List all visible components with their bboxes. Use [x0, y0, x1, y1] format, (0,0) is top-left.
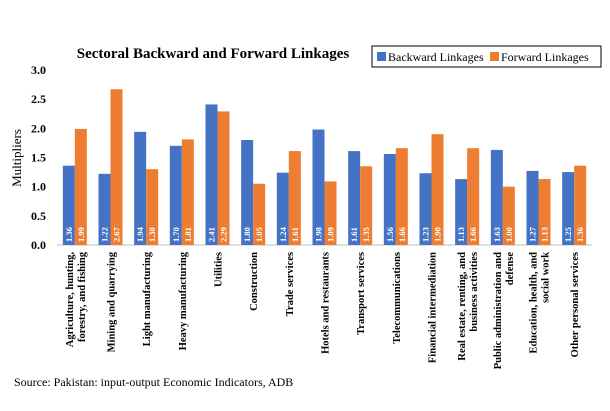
category-label: Other personal services: [570, 252, 581, 357]
category-label: Trade services: [285, 252, 296, 316]
data-label: 1.61: [290, 227, 300, 242]
bar-forward: [502, 186, 515, 245]
bar-backward: [455, 179, 468, 245]
bar-backward: [62, 165, 75, 245]
legend-box: [371, 45, 602, 68]
bar-backward: [134, 131, 147, 245]
bar-backward: [419, 173, 432, 245]
data-label: 1.09: [326, 227, 336, 242]
x-axis-categories: Agriculture, hunting, forestry, and fishi…: [65, 251, 581, 369]
category-label: Light manufacturing: [142, 251, 153, 346]
legend-item: Forward Linkages: [501, 50, 589, 64]
data-label: 2.41: [207, 227, 217, 242]
bar-backward: [490, 149, 503, 245]
data-label: 1.36: [575, 227, 585, 242]
data-label: 1.66: [468, 227, 478, 242]
category-label: Public administration and: [493, 252, 504, 369]
data-label: 1.98: [314, 227, 324, 242]
bar-forward: [467, 148, 480, 245]
legend-swatch: [490, 52, 499, 61]
y-tick-label: 1.5: [31, 151, 46, 165]
bar-backward: [276, 172, 289, 245]
bar-backward: [526, 170, 539, 245]
data-label: 1.94: [135, 226, 145, 242]
bar-forward: [395, 148, 408, 245]
data-label: 1.66: [397, 227, 407, 242]
data-label: 1.99: [76, 227, 86, 242]
data-label: 1.00: [504, 227, 514, 242]
y-tick-label: 1.0: [31, 180, 46, 194]
bar-backward: [98, 173, 111, 245]
y-tick-label: 2.0: [31, 121, 46, 135]
category-label: social work: [541, 252, 552, 303]
legend: Backward Linkages Forward Linkages: [371, 45, 602, 68]
data-label: 1.05: [254, 227, 264, 242]
category-label: Utilities: [214, 252, 225, 287]
bar-forward: [574, 165, 587, 245]
data-label: 1.13: [540, 227, 550, 242]
bar-backward: [169, 145, 182, 245]
data-label: 1.63: [492, 227, 502, 242]
category-label: defense: [505, 252, 516, 286]
data-label: 1.70: [171, 227, 181, 242]
data-label: 1.25: [563, 227, 573, 242]
category-label: Agriculture, hunting,: [65, 252, 76, 348]
data-label: 1.56: [385, 227, 395, 242]
category-label: Education, health, and: [529, 252, 540, 354]
chart-title: Sectoral Backward and Forward Linkages: [77, 46, 350, 62]
data-label: 1.13: [456, 227, 466, 242]
bar-backward: [205, 104, 218, 246]
data-label: 1.23: [421, 227, 431, 242]
category-label: Transport services: [356, 252, 367, 335]
bar-forward: [431, 134, 444, 245]
bar-backward: [312, 129, 325, 245]
data-label: 1.61: [349, 227, 359, 242]
category-label: Telecommunications: [392, 252, 403, 344]
y-tick-label: 3.0: [31, 63, 46, 77]
bar-backward: [562, 172, 575, 245]
data-label: 2.67: [112, 226, 122, 242]
bar-forward: [538, 179, 551, 245]
category-label: Heavy manufacturing: [178, 251, 189, 350]
category-label: Financial intermediation: [428, 252, 439, 363]
data-label: 1.81: [183, 227, 193, 242]
bar-backward: [241, 140, 254, 245]
bar-backward: [348, 151, 361, 245]
bar-forward: [360, 166, 373, 245]
data-label: 1.22: [100, 227, 110, 242]
data-label: 1.36: [64, 227, 74, 242]
data-label: 1.90: [433, 227, 443, 242]
category-label: Real estate, renting, and: [457, 252, 468, 361]
bar-forward: [324, 181, 337, 245]
legend-swatch: [377, 52, 386, 61]
legend-item: Backward Linkages: [388, 50, 484, 64]
category-label: Mining and quarrying: [107, 251, 118, 352]
bar-forward: [288, 151, 301, 245]
y-tick-label: 0.0: [31, 238, 46, 252]
source-note: Source: Pakistan: input-output Economic …: [14, 375, 294, 389]
bar-forward: [181, 139, 194, 245]
bar-forward: [146, 169, 159, 245]
bar-forward: [217, 111, 230, 246]
data-label: 2.29: [219, 227, 229, 242]
y-tick-label: 2.5: [31, 92, 46, 106]
data-label: 1.27: [528, 226, 538, 242]
data-label: 1.35: [361, 227, 371, 242]
data-label: 1.80: [242, 227, 252, 242]
data-label: 1.24: [278, 226, 288, 242]
category-label: Construction: [249, 252, 260, 311]
bar-backward: [383, 154, 396, 245]
category-label: Hotels and restaurants: [321, 252, 332, 354]
bar-forward: [74, 128, 87, 245]
bar-forward: [253, 183, 266, 245]
y-tick-label: 0.5: [31, 209, 46, 223]
bar-forward: [110, 89, 123, 245]
y-axis-label: Multipliers: [9, 129, 24, 187]
data-label: 1.30: [147, 227, 157, 242]
category-label: forestry, and fishing: [77, 251, 88, 342]
bars: 1.36 1.99 1.22 2.67 1.94 1.30 1.70 1.81 2.41 2.29…: [62, 89, 587, 246]
category-label: business activities: [469, 252, 480, 332]
